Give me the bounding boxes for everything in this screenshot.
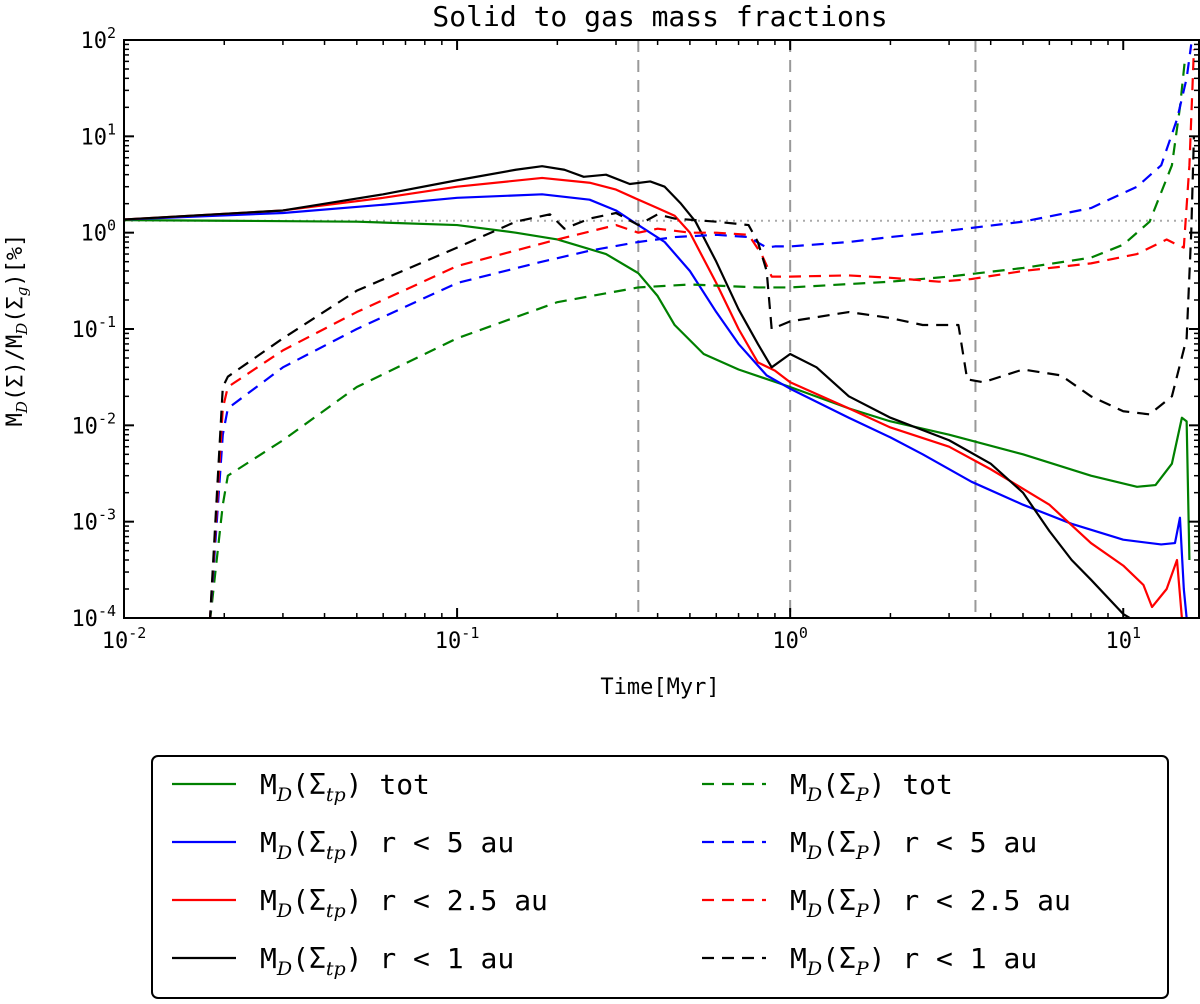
legend-label-3: MD(Σtp) r < 2.5 au [260, 884, 548, 922]
series-line-2 [124, 193, 1188, 618]
y-tick-label-4: 10-1 [71, 313, 116, 343]
x-axis-label: Time[Myr] [600, 675, 719, 700]
series-line-7 [208, 49, 1196, 618]
y-tick-label-1: 10-4 [71, 602, 116, 632]
y-tick-label-5: 100 [80, 217, 116, 247]
x-tick-label-1: 10-2 [102, 624, 147, 654]
series-line-8 [208, 136, 1196, 618]
legend-label-5: MD(ΣP) tot [790, 768, 953, 806]
series-line-1 [124, 219, 1191, 561]
series-line-6 [209, 44, 1193, 618]
chart-title: Solid to gas mass fractions [432, 0, 887, 33]
x-tick-label-2: 10-1 [435, 624, 480, 654]
legend-label-2: MD(Σtp) r < 5 au [260, 826, 514, 864]
y-axis-label: MD(Σ)/MD(Σg)[%] [3, 234, 31, 427]
legend-label-6: MD(ΣP) r < 5 au [790, 826, 1037, 864]
legend-label-8: MD(ΣP) r < 1 au [790, 942, 1037, 980]
legend: MD(Σtp) tot MD(Σtp) r < 5 au MD(Σtp) r < 2… [151, 755, 1169, 999]
reference-lines [124, 40, 1200, 618]
series-line-4 [124, 165, 1132, 618]
y-tick-label-2: 10-3 [71, 506, 116, 536]
plot-frame [123, 39, 1200, 619]
y-tick-label-7: 102 [80, 24, 116, 54]
legend-label-1: MD(Σtp) tot [260, 768, 430, 806]
x-tick-label-4: 101 [1105, 624, 1141, 654]
legend-label-7: MD(ΣP) r < 2.5 au [790, 884, 1071, 922]
y-tick-label-6: 101 [80, 120, 116, 150]
series-line-3 [124, 176, 1183, 618]
plot-series [124, 44, 1196, 618]
legend-label-4: MD(Σtp) r < 1 au [260, 942, 514, 980]
series-line-5 [209, 61, 1186, 618]
legend-box [151, 755, 1169, 999]
y-tick-label-3: 10-2 [71, 409, 116, 439]
axis-ticks: 10-2 10-1 100 101 10-4 10-3 10-2 10-1 100 101 102 [71, 24, 1199, 654]
x-tick-label-3: 100 [772, 624, 808, 654]
